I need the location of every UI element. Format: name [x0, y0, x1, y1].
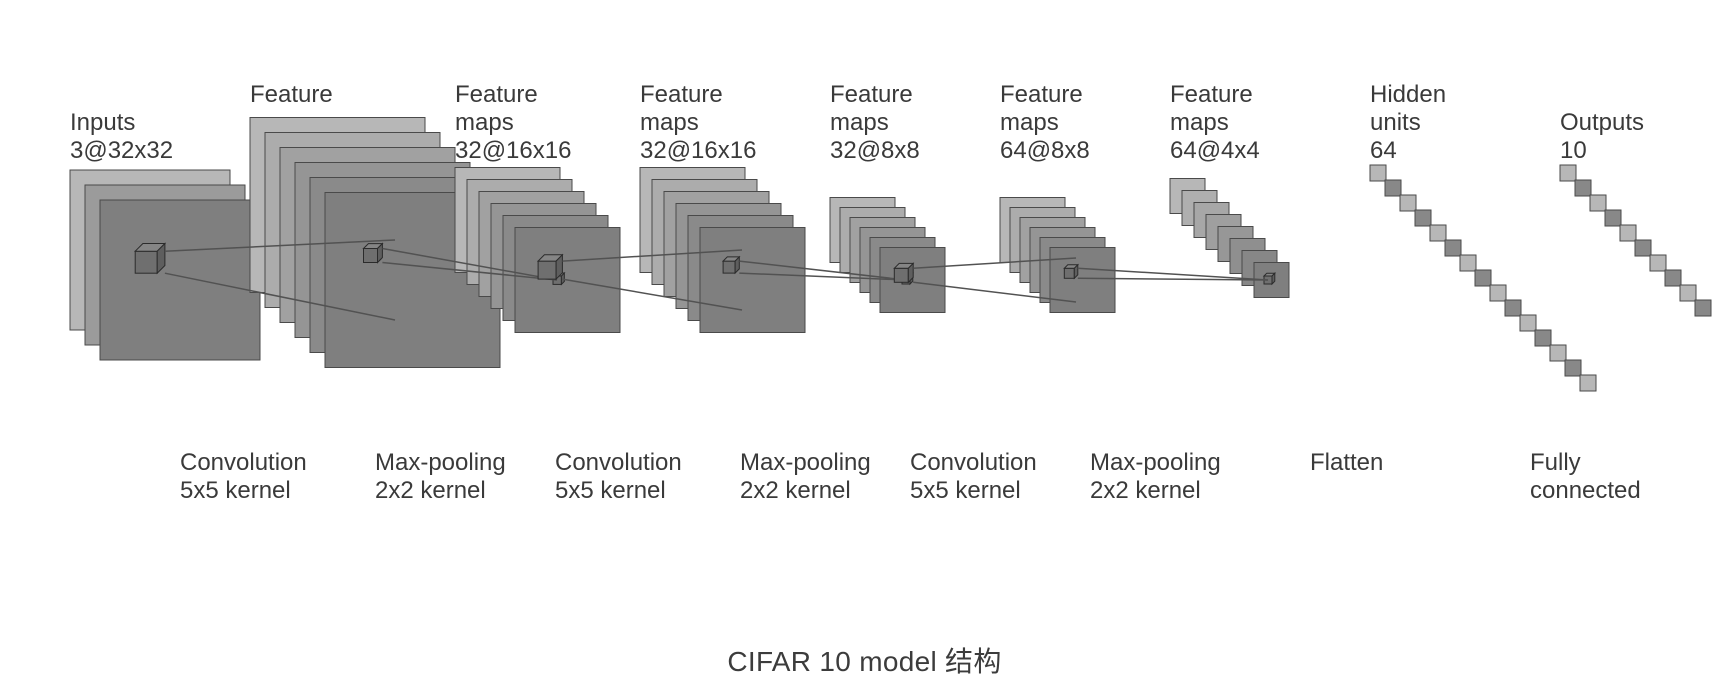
outputs-unit-8 — [1680, 285, 1696, 301]
inputs-plate-2 — [100, 200, 260, 360]
layer-label-pool2-line1: maps — [830, 109, 889, 136]
outputs-unit-4 — [1620, 225, 1636, 241]
figure-caption: CIFAR 10 model 结构 — [0, 640, 1729, 680]
hidden-unit-4 — [1430, 225, 1446, 241]
hidden-unit-2 — [1400, 195, 1416, 211]
op-label-op_pool3-line1: 2x2 kernel — [1090, 477, 1201, 504]
layer-label-conv2-line0: Feature — [640, 81, 723, 108]
layer-label-inputs-line1: 3@32x32 — [70, 137, 173, 164]
hidden-unit-11 — [1535, 330, 1551, 346]
op-label-op_conv2-line0: Convolution — [555, 449, 682, 476]
hidden-unit-0 — [1370, 165, 1386, 181]
outputs-unit-2 — [1590, 195, 1606, 211]
outputs-unit-5 — [1635, 240, 1651, 256]
hidden-unit-10 — [1520, 315, 1536, 331]
layer-label-outputs-line1: 10 — [1560, 137, 1587, 164]
conv2-plate-5 — [700, 228, 805, 333]
layer-label-inputs-line0: Inputs — [70, 109, 135, 136]
cnn-diagram-svg: Inputs3@32x32Featuremaps32@32x32Featurem… — [0, 0, 1729, 695]
kernel-pool1-front — [538, 261, 556, 279]
layer-label-conv3-line2: 64@8x8 — [1000, 137, 1090, 164]
kernel-pool2-front — [894, 268, 908, 282]
op-label-op_conv3-line1: 5x5 kernel — [910, 477, 1021, 504]
layer-label-pool2-line0: Feature — [830, 81, 913, 108]
op-label-op_fc-line0: Fully — [1530, 449, 1581, 476]
layer-label-pool1-line0: Feature — [455, 81, 538, 108]
op-label-op_conv1-line0: Convolution — [180, 449, 307, 476]
layer-label-pool3-line2: 64@4x4 — [1170, 137, 1260, 164]
op-label-op_pool2-line1: 2x2 kernel — [740, 477, 851, 504]
layer-label-conv3-line0: Feature — [1000, 81, 1083, 108]
hidden-unit-5 — [1445, 240, 1461, 256]
hidden-unit-7 — [1475, 270, 1491, 286]
kernel-inputs-front — [135, 251, 157, 273]
hidden-unit-14 — [1580, 375, 1596, 391]
op-label-op_pool1-line1: 2x2 kernel — [375, 477, 486, 504]
layer-label-pool3-line1: maps — [1170, 109, 1229, 136]
outputs-unit-3 — [1605, 210, 1621, 226]
hidden-unit-13 — [1565, 360, 1581, 376]
hidden-unit-12 — [1550, 345, 1566, 361]
op-label-op_conv3-line0: Convolution — [910, 449, 1037, 476]
outputs-unit-0 — [1560, 165, 1576, 181]
layer-label-conv3-line1: maps — [1000, 109, 1059, 136]
layer-label-outputs-line0: Outputs — [1560, 109, 1644, 136]
op-label-op_pool1-line0: Max-pooling — [375, 449, 506, 476]
layer-label-pool1-line2: 32@16x16 — [455, 137, 571, 164]
op-label-op_conv1-line1: 5x5 kernel — [180, 477, 291, 504]
hidden-unit-3 — [1415, 210, 1431, 226]
op-label-op_pool2-line0: Max-pooling — [740, 449, 871, 476]
outputs-unit-7 — [1665, 270, 1681, 286]
hidden-unit-8 — [1490, 285, 1506, 301]
hidden-unit-9 — [1505, 300, 1521, 316]
hidden-unit-1 — [1385, 180, 1401, 196]
layer-label-pool1-line1: maps — [455, 109, 514, 136]
outputs-unit-6 — [1650, 255, 1666, 271]
outputs-unit-1 — [1575, 180, 1591, 196]
layer-label-conv1-line0: Feature — [250, 81, 333, 108]
hidden-unit-6 — [1460, 255, 1476, 271]
layer-label-hidden-line0: Hidden — [1370, 81, 1446, 108]
layer-label-pool2-line2: 32@8x8 — [830, 137, 920, 164]
outputs-unit-9 — [1695, 300, 1711, 316]
layer-label-hidden-line2: 64 — [1370, 137, 1397, 164]
layer-label-hidden-line1: units — [1370, 109, 1421, 136]
layer-label-conv2-line1: maps — [640, 109, 699, 136]
op-label-op_conv2-line1: 5x5 kernel — [555, 477, 666, 504]
kernel-conv3-front — [1064, 268, 1074, 278]
layer-label-conv2-line2: 32@16x16 — [640, 137, 756, 164]
kernel-conv2-front — [723, 261, 735, 273]
kernel-conv1-front — [364, 249, 378, 263]
op-label-op_flat-line0: Flatten — [1310, 449, 1383, 476]
op-label-op_pool3-line0: Max-pooling — [1090, 449, 1221, 476]
diagram-page: Inputs3@32x32Featuremaps32@32x32Featurem… — [0, 0, 1729, 695]
op-label-op_fc-line1: connected — [1530, 477, 1641, 504]
conv3-plate-5 — [1050, 248, 1115, 313]
layer-label-pool3-line0: Feature — [1170, 81, 1253, 108]
